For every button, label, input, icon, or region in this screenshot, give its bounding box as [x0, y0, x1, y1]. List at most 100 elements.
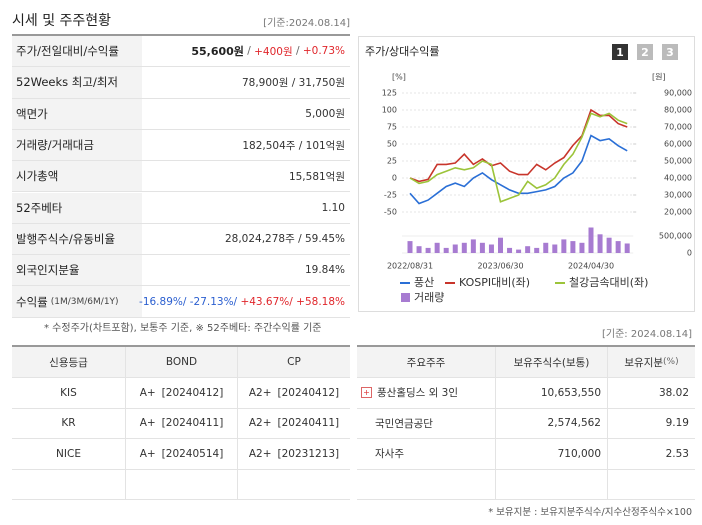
table-cell: KIS [12, 378, 125, 409]
header-text: 주요주주 [406, 356, 446, 369]
row-label: 거래량/거래대금 [12, 129, 142, 161]
label-sub: (1M/3M/6M/1Y) [50, 296, 119, 307]
row-value: 1.10 [322, 193, 345, 223]
chart-button[interactable] [612, 44, 628, 60]
value-part: 28,024,278주 / 59.45% [224, 233, 345, 246]
cell-text: A+ [139, 417, 156, 430]
table-cell: A2+ [20240411] [237, 408, 350, 439]
row-label: 외국인지분율 [12, 255, 142, 286]
value-part: +43.67%/ [240, 295, 297, 308]
table-cell: 38.02 [607, 378, 695, 409]
cell-text: [20240412] [161, 386, 224, 399]
expand-icon[interactable]: + [361, 387, 372, 399]
volume-bar [461, 242, 467, 253]
volume-bar [425, 247, 431, 253]
y-tick-label: 75 [387, 123, 397, 132]
value-part: 55,600원 [191, 45, 244, 59]
table-cell: A+ [20240411] [125, 408, 237, 439]
volume-bar [470, 239, 476, 253]
y-tick-label: 100 [382, 106, 397, 115]
table-cell [237, 469, 350, 500]
cell-text: 710,000 [557, 447, 601, 460]
volume-tick-label: 500,000 [659, 232, 692, 241]
row-label: 52Weeks 최고/최저 [12, 67, 142, 98]
chart-button-label: 1 [616, 46, 624, 59]
summary-row: 액면가 5,000원 [12, 98, 350, 130]
cell-text: [20240514] [161, 447, 224, 460]
table-cell: 2.53 [607, 439, 695, 470]
summary-row: 거래량/거래대금 182,504주 / 101억원 [12, 129, 350, 162]
chart-title: 주가/상대수익률 [365, 45, 440, 58]
chart-button-label: 3 [666, 46, 674, 59]
volume-bar [488, 244, 494, 253]
table-cell: KR [12, 409, 125, 439]
y-tick-label: 50 [387, 140, 397, 149]
divider [12, 34, 350, 36]
table-cell: 주요주주 [357, 347, 495, 378]
date: [기준:2024.08.14] [263, 18, 350, 29]
cell-text: 10,653,550 [540, 386, 601, 399]
table-cell: CP [237, 347, 350, 378]
table: 신용등급 BOND CP KIS A+ [20240412] A2+ [20240412] KR… [12, 345, 350, 500]
y2-tick-label: 40,000 [664, 174, 692, 183]
volume-bar [407, 241, 413, 253]
table-cell: A2+ [20231213] [237, 439, 350, 470]
row-label: 수익률 (1M/3M/6M/1Y) [12, 286, 142, 317]
cell-text: [20240412] [277, 386, 340, 399]
label-text: 액면가 [16, 106, 48, 121]
volume-bar [561, 239, 567, 253]
legend-label: 풍산 [414, 276, 434, 289]
volume-bar [434, 242, 440, 253]
volume-bar [443, 247, 449, 253]
chart-panel [358, 36, 695, 312]
y-tick-label: -25 [384, 191, 397, 200]
row-value: 19.84% [305, 255, 345, 285]
y2-tick-label: 60,000 [664, 140, 692, 149]
cell-text: 38.02 [658, 386, 689, 399]
table-cell: + 풍산홀딩스 외 3인 [357, 378, 495, 409]
value-part: -16.89%/ [139, 295, 190, 308]
label-text: 52주베타 [16, 200, 63, 215]
legend-swatch [401, 293, 410, 302]
value-part: 1.10 [321, 201, 345, 214]
cell-text: 2,574,562 [547, 417, 601, 430]
summary-row: 외국인지분율 19.84% [12, 255, 350, 287]
section-title: 시세 및 주주현황 [12, 13, 112, 29]
label-text: 52Weeks 최고/최저 [16, 75, 118, 90]
header-text: CP [287, 356, 301, 368]
cell-text: A2+ [248, 417, 272, 430]
value-part: +58.18% [296, 295, 345, 308]
y2-axis-label: [원] [652, 73, 666, 82]
y2-tick-label: 90,000 [664, 89, 692, 98]
label-text: 수익률 [16, 294, 48, 309]
table-cell: 9.19 [607, 408, 695, 439]
cell-text: [20240411] [161, 417, 224, 430]
cell-text: 자사주 [375, 448, 404, 461]
cell-text: KR [61, 417, 76, 430]
table-cell [607, 469, 695, 500]
volume-bar [552, 244, 558, 253]
volume-bar [606, 237, 612, 253]
legend-label: 거래량 [414, 291, 444, 304]
table-cell: 2,574,562 [495, 408, 607, 439]
volume-bar [452, 244, 458, 253]
y-tick-label: -50 [384, 208, 397, 217]
volume-bar [543, 242, 549, 253]
chart-button-label: 2 [641, 46, 649, 59]
value-part: -27.13%/ [189, 295, 241, 308]
table-cell [12, 470, 125, 500]
header-unit: (%) [663, 357, 679, 367]
x-tick-label: 2024/04/30 [568, 262, 614, 271]
volume-bar [507, 247, 513, 253]
value-part: 15,581억원 [288, 170, 345, 183]
table-cell: A2+ [20240412] [237, 378, 350, 409]
table-cell: 10,653,550 [495, 378, 607, 409]
value-part: 19.84% [304, 264, 345, 277]
header-text: 보유지분 [624, 356, 664, 369]
table-cell: 보유지분 (%) [607, 347, 695, 378]
footnote: * 보유지분 : 보유지분주식수/지수산정주식수×100 [488, 507, 692, 518]
volume-bar [624, 243, 630, 253]
chart-button[interactable] [637, 44, 653, 60]
volume-bar [588, 227, 594, 253]
chart-button[interactable] [662, 44, 678, 60]
